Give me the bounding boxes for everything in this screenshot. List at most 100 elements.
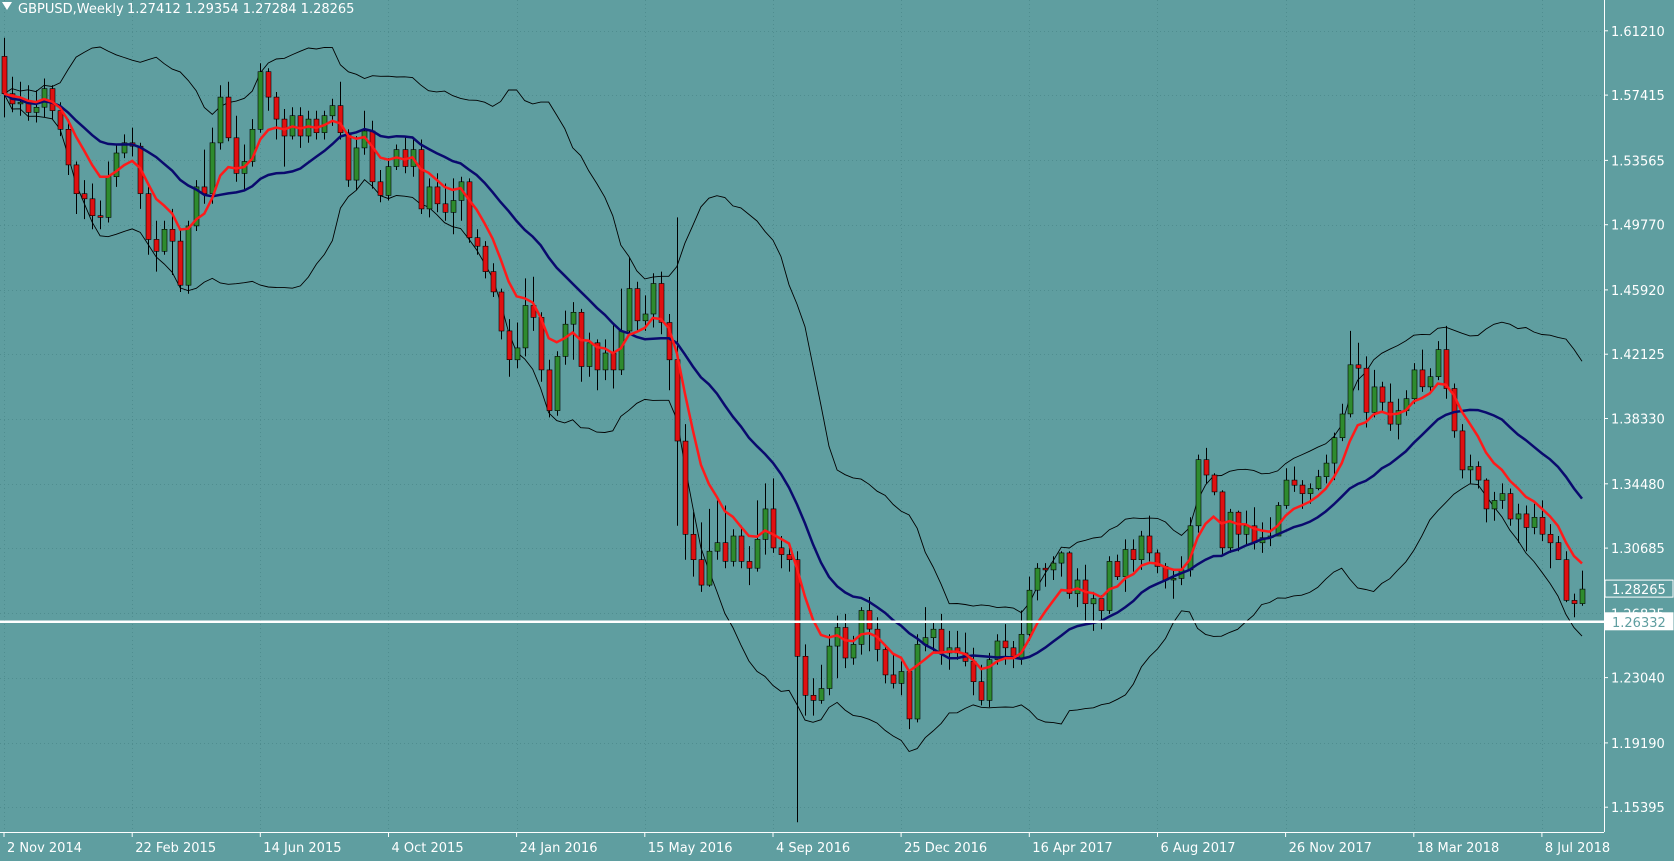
- price-tags: 1.28265 1.26332: [1604, 579, 1674, 631]
- candle: [1539, 500, 1546, 542]
- candle: [1291, 466, 1298, 492]
- candle-body: [634, 288, 641, 322]
- candle-body: [602, 352, 609, 371]
- candle-body: [450, 200, 457, 213]
- candle: [1050, 556, 1057, 580]
- candle-body: [882, 649, 889, 676]
- price-label: 1.30685: [1611, 542, 1665, 557]
- ohlc-values: 1.27412 1.29354 1.27284 1.28265: [127, 2, 354, 17]
- candle-body: [1347, 364, 1354, 415]
- candle-body: [818, 688, 825, 701]
- candle-body: [434, 186, 441, 205]
- candle-body: [1195, 459, 1202, 527]
- candle-body: [970, 661, 977, 683]
- candle-body: [1579, 588, 1586, 604]
- symbol-title: GBPUSD,Weekly: [18, 2, 124, 17]
- price-label: 1.38330: [1611, 413, 1665, 428]
- candle: [1026, 576, 1033, 641]
- candle-body: [778, 547, 785, 555]
- candle: [690, 512, 697, 577]
- candle-body: [914, 644, 921, 720]
- candle-body: [41, 88, 48, 108]
- candle: [1058, 551, 1065, 577]
- candle: [145, 186, 152, 255]
- candle-body: [1098, 598, 1105, 611]
- candle: [273, 92, 280, 140]
- candle: [474, 229, 481, 255]
- candle: [1579, 570, 1586, 606]
- candle-body: [1523, 513, 1530, 528]
- candle-body: [17, 101, 24, 105]
- time-axis: 2 Nov 2014 22 Feb 2015 14 Jun 2015 4 Oct 20…: [3, 832, 1610, 856]
- price-label: 1.53565: [1611, 154, 1665, 169]
- collapse-triangle-icon[interactable]: [2, 2, 12, 10]
- candle: [1315, 469, 1322, 491]
- candle: [698, 522, 705, 592]
- candle-body: [690, 533, 697, 560]
- candle-body: [506, 330, 513, 360]
- candle: [1523, 505, 1530, 552]
- candle: [1130, 539, 1137, 572]
- candle: [345, 129, 352, 187]
- candle: [450, 178, 457, 235]
- candle: [722, 505, 729, 569]
- candle-body: [1090, 598, 1097, 605]
- candle-body: [770, 508, 777, 549]
- candle-body: [826, 645, 833, 689]
- candle-body: [1114, 561, 1121, 578]
- horizontal-line-tag: 1.26332: [1612, 616, 1666, 631]
- candle: [1499, 483, 1506, 509]
- candle: [1515, 503, 1522, 543]
- candle-body: [1211, 474, 1218, 493]
- time-label: 25 Dec 2016: [904, 841, 987, 856]
- candle-body: [1170, 577, 1177, 581]
- lower-band-line: [3, 93, 1583, 753]
- bollinger-bands: [3, 46, 1583, 753]
- candle-body: [233, 137, 240, 174]
- candle-body: [249, 129, 256, 162]
- time-label: 8 Jul 2018: [1545, 841, 1610, 856]
- candle-body: [1507, 493, 1514, 520]
- plot-area[interactable]: [0, 0, 1604, 832]
- candle: [1435, 341, 1442, 381]
- price-label: 1.45920: [1611, 284, 1665, 299]
- candle-body: [1563, 559, 1570, 601]
- candle: [498, 288, 505, 340]
- candle: [33, 90, 40, 123]
- candle: [1571, 593, 1578, 618]
- candle: [121, 134, 128, 159]
- candle-body: [1491, 500, 1498, 510]
- candle: [1170, 569, 1177, 599]
- candle: [1227, 508, 1234, 553]
- candle: [1034, 563, 1041, 601]
- candle: [233, 115, 240, 182]
- candle-body: [498, 291, 505, 332]
- grid-lines: [0, 0, 1604, 832]
- candle-body: [850, 644, 857, 659]
- candle-body: [1106, 561, 1113, 611]
- candle-body: [225, 96, 232, 139]
- candle: [1555, 536, 1562, 560]
- candle-body: [73, 164, 80, 194]
- candle-body: [369, 130, 376, 183]
- candle: [418, 139, 425, 214]
- fast-moving-average-line: [3, 92, 1583, 674]
- candle-body: [1058, 552, 1065, 564]
- candle-body: [594, 342, 601, 371]
- candle-body: [209, 142, 216, 194]
- candle-body: [1435, 349, 1442, 378]
- candle: [185, 220, 192, 294]
- candle: [482, 241, 489, 279]
- candle: [113, 144, 120, 187]
- candle-body: [1146, 535, 1153, 554]
- candle: [706, 508, 713, 587]
- candle: [1411, 363, 1418, 404]
- candle-body: [1203, 459, 1210, 476]
- candle: [1347, 330, 1354, 418]
- candle-body: [938, 628, 945, 654]
- candle-body: [49, 88, 56, 111]
- candle-body: [682, 440, 689, 535]
- candle-body: [185, 225, 192, 286]
